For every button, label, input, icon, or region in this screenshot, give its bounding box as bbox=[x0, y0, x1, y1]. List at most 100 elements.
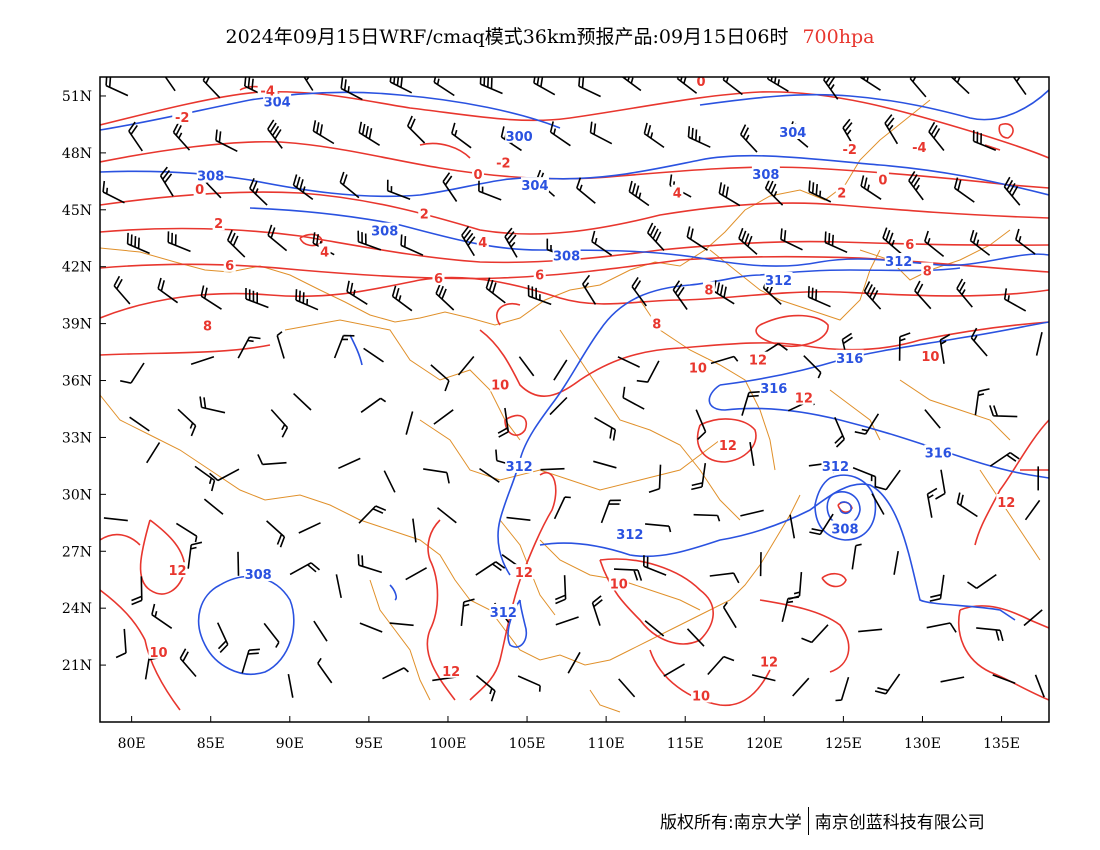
height-contour-label: 304 bbox=[264, 96, 291, 111]
lat-tick-label: 21N bbox=[62, 658, 92, 674]
temperature-contour-label: -2 bbox=[496, 156, 510, 171]
wind-barb bbox=[203, 498, 224, 515]
wind-barb bbox=[289, 562, 321, 576]
temperature-contour-label: 2 bbox=[214, 217, 223, 232]
wind-barb bbox=[335, 574, 342, 599]
wind-barb bbox=[245, 288, 269, 309]
wind-barb bbox=[540, 467, 565, 471]
temperature-contour-label: 12 bbox=[795, 392, 813, 407]
height-contour-label: 312 bbox=[616, 528, 643, 543]
wind-barb bbox=[423, 468, 450, 484]
wind-barb bbox=[644, 620, 665, 637]
wind-barb bbox=[263, 622, 280, 648]
height-contour-label-bg bbox=[520, 177, 549, 193]
wind-barb bbox=[179, 648, 197, 678]
wind-barb bbox=[338, 457, 361, 470]
temperature-contour-label: 0 bbox=[195, 183, 204, 198]
wind-barb bbox=[648, 464, 662, 493]
wind-barb bbox=[237, 551, 240, 576]
wind-barb bbox=[972, 130, 997, 151]
wind-barb bbox=[412, 518, 417, 543]
boundary-lines bbox=[100, 99, 1041, 713]
wind-barb bbox=[621, 77, 642, 92]
wind-barb bbox=[504, 227, 518, 258]
height-contour-label-bg bbox=[489, 603, 518, 619]
wind-barb bbox=[823, 77, 839, 100]
wind-barb bbox=[202, 77, 221, 99]
lon-tick-label: 95E bbox=[355, 736, 383, 752]
height-contour-label-bg bbox=[884, 253, 913, 269]
height-contour-labels: 304 300 304 304 308 308 308 308 312 312 316 316 316 3… bbox=[196, 93, 953, 621]
height-contour-label: 300 bbox=[506, 130, 533, 145]
copyright-footer: 版权所有:南京大学 南京创蓝科技有限公司 bbox=[660, 807, 985, 837]
wind-barb bbox=[120, 362, 145, 384]
lat-tick-label: 27N bbox=[62, 544, 92, 560]
wind-barb bbox=[691, 462, 707, 491]
wind-barb bbox=[693, 513, 721, 522]
wind-barb bbox=[926, 622, 957, 633]
temperature-contour-label: 4 bbox=[478, 236, 487, 251]
height-contour-label-bg bbox=[615, 526, 644, 542]
wind-barb bbox=[478, 180, 502, 201]
temperature-contour-label: 2 bbox=[837, 187, 846, 202]
temperature-contour-label-bg bbox=[909, 139, 930, 155]
temperature-contour-label-bg bbox=[839, 141, 860, 157]
height-contour-label: 316 bbox=[760, 382, 787, 397]
wind-barb bbox=[835, 676, 850, 702]
wind-barb bbox=[643, 555, 667, 576]
height-contour-label: 304 bbox=[779, 126, 806, 141]
wind-barb bbox=[909, 77, 927, 98]
wind-barb bbox=[442, 172, 458, 202]
lat-tick-label: 33N bbox=[62, 430, 92, 446]
wind-barb bbox=[475, 561, 506, 576]
height-contour-label: 316 bbox=[836, 352, 863, 367]
wind-barb bbox=[267, 224, 288, 252]
temperature-contour-label-bg bbox=[903, 235, 916, 251]
wind-barb bbox=[709, 572, 740, 584]
wind-barb bbox=[479, 77, 503, 95]
wind-barb bbox=[555, 616, 579, 626]
wind-barb bbox=[617, 356, 640, 368]
wind-barb bbox=[406, 115, 426, 144]
temperature-contour-label-bg bbox=[212, 215, 225, 231]
wind-barb bbox=[358, 505, 387, 524]
wind-barb bbox=[267, 119, 283, 149]
temperature-contour-label-bg bbox=[257, 82, 278, 98]
wind-barb bbox=[187, 541, 203, 569]
wind-barb bbox=[437, 507, 457, 524]
wind-barb bbox=[209, 468, 240, 482]
temperature-contour-label-bg bbox=[441, 662, 462, 678]
lon-tick-label: 100E bbox=[429, 736, 466, 752]
temperature-contour-label: 6 bbox=[225, 259, 234, 274]
temperature-contour-label: 12 bbox=[168, 564, 186, 579]
wind-barb bbox=[400, 234, 424, 256]
wind-barb bbox=[199, 396, 226, 414]
wind-barb bbox=[924, 230, 945, 258]
temperature-contour-label: 10 bbox=[491, 378, 509, 393]
lon-tick-label: 135E bbox=[983, 736, 1020, 752]
wind-barb bbox=[103, 517, 128, 522]
wind-barb bbox=[553, 359, 568, 381]
temperature-contour-label-bg bbox=[695, 77, 708, 88]
lon-tick-label: 125E bbox=[825, 736, 862, 752]
temperature-contour-label-bg bbox=[650, 315, 663, 331]
wind-barb bbox=[618, 678, 636, 698]
wind-barb bbox=[781, 596, 800, 622]
lon-tick-label: 115E bbox=[667, 736, 704, 752]
temperature-contour-label-bg bbox=[533, 266, 546, 282]
wind-barb bbox=[663, 663, 685, 677]
wind-barb bbox=[382, 667, 409, 680]
wind-barb bbox=[718, 182, 741, 207]
wind-barb bbox=[722, 601, 737, 629]
wind-barb bbox=[935, 469, 946, 500]
temperature-contour-label: 10 bbox=[689, 361, 707, 376]
wind-barb bbox=[622, 386, 645, 410]
temperature-contour-label-bg bbox=[318, 243, 331, 259]
wind-barb bbox=[764, 177, 784, 206]
wind-barb bbox=[435, 283, 455, 311]
temperature-contour-label-bg bbox=[201, 317, 214, 333]
wind-barb bbox=[631, 276, 647, 307]
lon-tick-label: 110E bbox=[588, 736, 625, 752]
wind-barb bbox=[358, 121, 381, 146]
lat-tick-label: 39N bbox=[62, 317, 92, 333]
